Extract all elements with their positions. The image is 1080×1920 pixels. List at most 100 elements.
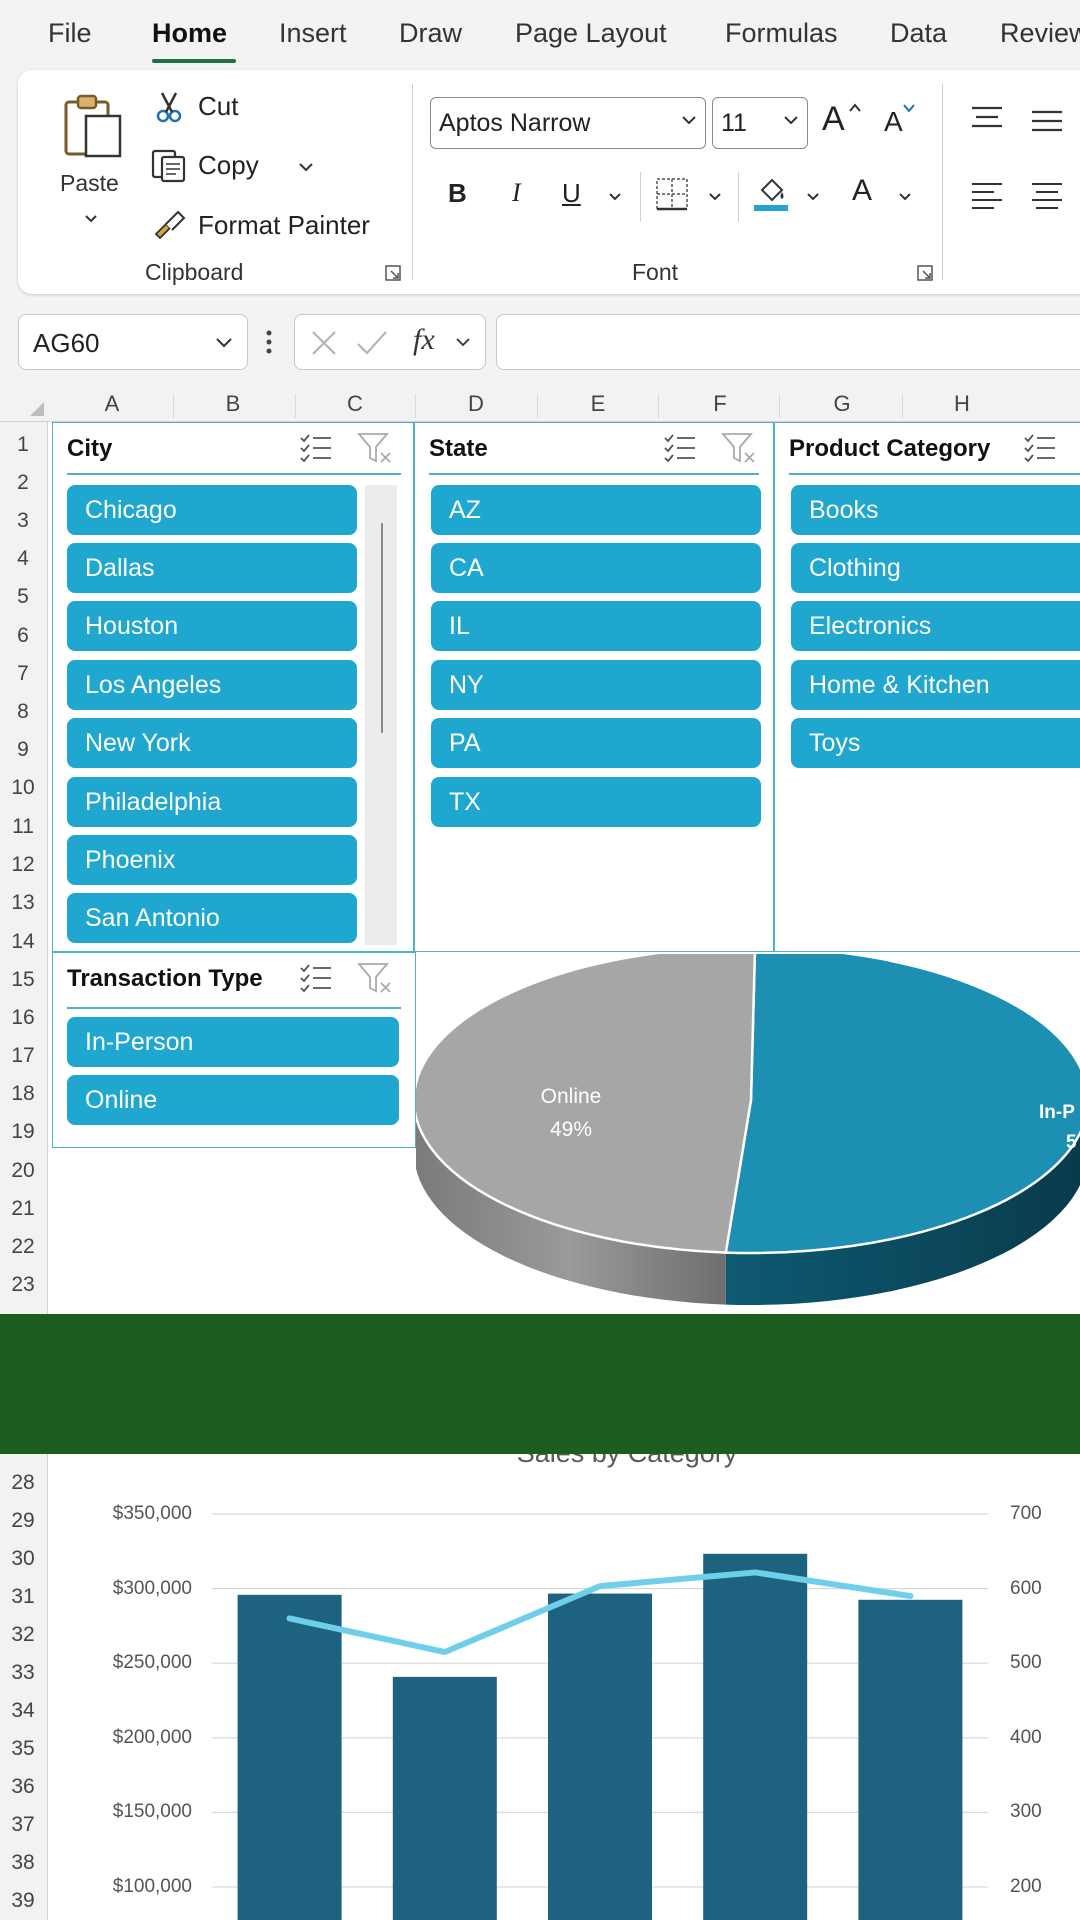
row-header[interactable]: 22 (11, 1235, 35, 1258)
slicer-item[interactable]: CA (431, 543, 761, 593)
row-header[interactable]: 13 (11, 891, 35, 914)
row-header[interactable]: 36 (11, 1775, 35, 1798)
bar[interactable] (237, 1594, 342, 1920)
format-painter-button[interactable]: Format Painter (152, 206, 382, 246)
multi-select-icon[interactable] (1023, 433, 1057, 463)
align-middle-icon[interactable] (1030, 106, 1064, 136)
row-header[interactable]: 17 (11, 1044, 35, 1067)
row-header[interactable]: 28 (11, 1471, 35, 1494)
row-header[interactable]: 12 (11, 853, 35, 876)
tab-insert[interactable]: Insert (279, 18, 347, 48)
enter-icon[interactable] (355, 328, 389, 358)
column-header[interactable]: H (954, 391, 970, 416)
bar[interactable] (392, 1676, 497, 1920)
row-header[interactable]: 15 (11, 968, 35, 991)
row-header[interactable]: 3 (17, 509, 29, 532)
tab-file[interactable]: File (48, 18, 92, 48)
tab-formulas[interactable]: Formulas (725, 18, 838, 48)
row-header[interactable]: 14 (11, 930, 35, 953)
pie-slice-online[interactable] (416, 954, 757, 1254)
font-color-button[interactable]: A (852, 174, 873, 207)
row-header[interactable]: 37 (11, 1813, 35, 1836)
slicer-item[interactable]: Los Angeles (67, 660, 357, 710)
row-header[interactable]: 20 (11, 1159, 35, 1182)
slicer-item[interactable]: PA (431, 718, 761, 768)
dialog-launcher-icon[interactable] (384, 264, 402, 282)
slicer-item[interactable]: Chicago (67, 485, 357, 535)
slicer-item[interactable]: Clothing (791, 543, 1080, 593)
slicer-item[interactable]: Books (791, 485, 1080, 535)
align-left-icon[interactable] (970, 180, 1004, 210)
row-header[interactable]: 9 (17, 738, 29, 761)
column-header[interactable]: G (833, 391, 851, 416)
copy-button[interactable]: Copy (150, 148, 320, 188)
slicer-item[interactable]: NY (431, 660, 761, 710)
row-header[interactable]: 29 (11, 1509, 35, 1532)
row-header[interactable]: 5 (17, 585, 29, 608)
row-header[interactable]: 8 (17, 700, 29, 723)
align-top-icon[interactable] (970, 104, 1004, 134)
pie-slice-in-person[interactable] (724, 954, 1080, 1255)
font-size-combo[interactable]: 11 (712, 97, 808, 149)
bar[interactable] (858, 1599, 963, 1920)
row-header[interactable]: 30 (11, 1547, 35, 1570)
paste-button[interactable]: Paste (56, 92, 132, 232)
multi-select-icon[interactable] (663, 433, 697, 463)
column-header[interactable]: A (104, 391, 120, 416)
tab-draw[interactable]: Draw (399, 18, 463, 48)
select-all-icon[interactable] (28, 400, 46, 418)
column-header[interactable]: B (225, 391, 241, 416)
multi-select-icon[interactable] (299, 963, 333, 993)
row-header[interactable]: 39 (11, 1889, 35, 1912)
cancel-icon[interactable] (309, 328, 339, 358)
row-header[interactable]: 11 (12, 815, 34, 838)
row-header[interactable]: 23 (11, 1273, 35, 1296)
clear-filter-icon[interactable] (357, 961, 393, 995)
borders-icon[interactable] (654, 176, 690, 212)
pie-chart[interactable]: Online 49% In-P 5 (416, 954, 1080, 1314)
dialog-launcher-icon[interactable] (916, 264, 934, 282)
row-header[interactable]: 7 (17, 662, 29, 685)
bar[interactable] (548, 1593, 652, 1920)
slicer-item[interactable]: IL (431, 601, 761, 651)
row-header[interactable]: 32 (11, 1623, 35, 1646)
tab-review[interactable]: Review (1000, 18, 1080, 48)
slicer-item[interactable]: AZ (431, 485, 761, 535)
fill-color-icon[interactable] (752, 172, 792, 212)
column-header[interactable]: E (590, 391, 606, 416)
row-header[interactable]: 1 (17, 433, 29, 456)
font-name-combo[interactable]: Aptos Narrow (430, 97, 706, 149)
row-header[interactable]: 31 (11, 1585, 35, 1608)
more-options-icon[interactable] (264, 328, 274, 358)
row-header[interactable]: 21 (11, 1197, 35, 1220)
clear-filter-icon[interactable] (357, 431, 393, 465)
slicer-item[interactable]: San Antonio (67, 893, 357, 943)
row-header[interactable]: 4 (17, 547, 29, 570)
slicer-item[interactable]: Houston (67, 601, 357, 651)
formula-input[interactable] (496, 314, 1080, 370)
column-header[interactable]: F (713, 391, 727, 416)
slicer-item[interactable]: Home & Kitchen (791, 660, 1080, 710)
italic-button[interactable]: I (512, 178, 521, 207)
slicer-item[interactable]: Philadelphia (67, 777, 357, 827)
combo-chart[interactable]: Sales by Category $350,000 700 $300,000 600… (52, 1454, 1080, 1920)
grow-font-button[interactable]: A (822, 100, 845, 138)
line-series[interactable] (286, 1569, 914, 1656)
row-header[interactable]: 16 (11, 1006, 35, 1029)
underline-button[interactable]: U (562, 178, 581, 208)
tab-page-layout[interactable]: Page Layout (515, 18, 667, 48)
row-header[interactable]: 34 (11, 1699, 35, 1722)
row-header[interactable]: 18 (11, 1082, 35, 1105)
row-header[interactable]: 19 (11, 1120, 35, 1143)
slicer-item[interactable]: Toys (791, 718, 1080, 768)
slicer-item[interactable]: Dallas (67, 543, 357, 593)
name-box[interactable]: AG60 (18, 314, 248, 370)
slicer-item[interactable]: Phoenix (67, 835, 357, 885)
row-header[interactable]: 6 (17, 624, 29, 647)
cut-button[interactable]: Cut (154, 90, 264, 126)
row-header[interactable]: 38 (11, 1851, 35, 1874)
bold-button[interactable]: B (448, 178, 467, 208)
row-header[interactable]: 33 (11, 1661, 35, 1684)
slicer-item[interactable]: New York (67, 718, 357, 768)
insert-function-button[interactable]: fx (413, 323, 435, 356)
